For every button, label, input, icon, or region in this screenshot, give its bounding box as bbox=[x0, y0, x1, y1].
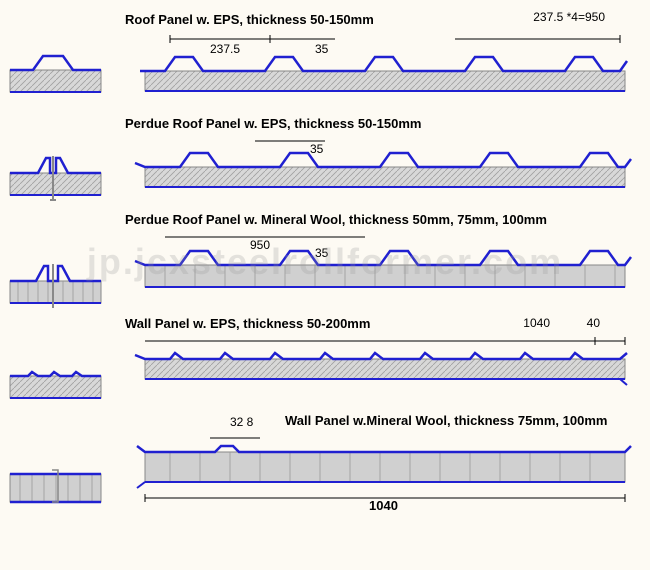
panel-title: Perdue Roof Panel w. Mineral Wool, thick… bbox=[125, 212, 640, 227]
dim-pitch: 237.5 bbox=[210, 42, 240, 56]
section-wall-wool bbox=[8, 462, 103, 522]
section-wall-eps bbox=[8, 364, 103, 414]
panel-perdue-eps: Perdue Roof Panel w. EPS, thickness 50-1… bbox=[115, 116, 640, 200]
dim-rib: 35 bbox=[310, 142, 324, 156]
section-perdue-eps bbox=[8, 148, 103, 208]
dim-edge: 40 bbox=[587, 316, 600, 330]
section-roof-eps bbox=[8, 50, 103, 100]
dim-width: 1040 bbox=[369, 498, 398, 512]
dim-rib: 35 bbox=[315, 246, 329, 260]
dim-rib: 35 bbox=[315, 42, 329, 56]
panel-title: Perdue Roof Panel w. EPS, thickness 50-1… bbox=[125, 116, 640, 131]
dim-width: 1040 bbox=[523, 316, 550, 330]
panel-perdue-wool: Perdue Roof Panel w. Mineral Wool, thick… bbox=[115, 212, 640, 304]
right-column: Roof Panel w. EPS, thickness 50-150mm 23… bbox=[115, 12, 640, 529]
left-column bbox=[8, 50, 103, 570]
panel-wall-wool: 32 8 Wall Panel w.Mineral Wool, thicknes… bbox=[115, 407, 640, 517]
panel-title: Wall Panel w.Mineral Wool, thickness 75m… bbox=[285, 407, 640, 428]
panel-roof-eps: Roof Panel w. EPS, thickness 50-150mm 23… bbox=[115, 12, 640, 104]
dim-top: 237.5 *4=950 bbox=[533, 10, 605, 24]
dim-top: 32 8 bbox=[230, 415, 253, 429]
dim-width: 950 bbox=[250, 238, 270, 252]
panel-title: Wall Panel w. EPS, thickness 50-200mm bbox=[125, 316, 640, 331]
section-perdue-wool bbox=[8, 256, 103, 316]
panel-wall-eps: Wall Panel w. EPS, thickness 50-200mm 10… bbox=[115, 316, 640, 395]
